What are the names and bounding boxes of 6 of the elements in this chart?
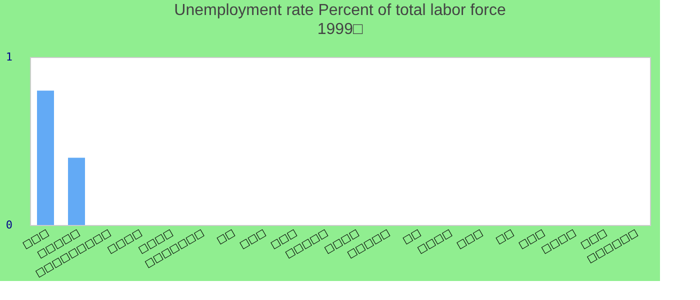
- y-tick-label: 0: [6, 218, 12, 232]
- chart-subtitle: 1999□: [317, 21, 363, 38]
- x-tick-label: □□: [494, 228, 516, 246]
- chart-title: Unemployment rate Percent of total labor force: [174, 2, 506, 19]
- y-tick-label: 1: [6, 50, 12, 64]
- x-tick-label: □□: [215, 228, 237, 246]
